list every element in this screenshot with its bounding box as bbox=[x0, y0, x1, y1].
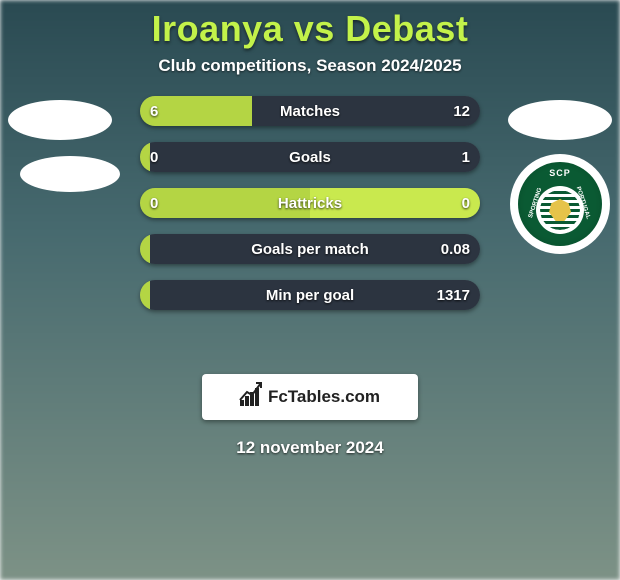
page-subtitle: Club competitions, Season 2024/2025 bbox=[0, 56, 620, 76]
brand-box[interactable]: FcTables.com bbox=[202, 374, 418, 420]
left-player-badge-2 bbox=[20, 156, 120, 192]
scp-crest: SCP SPORTING PORTUGAL bbox=[518, 162, 602, 246]
left-player-badge-1 bbox=[8, 100, 112, 140]
brand-link[interactable]: FcTables.com bbox=[240, 387, 380, 407]
stat-value-left: 0 bbox=[140, 188, 168, 218]
stat-row: Hattricks0 0 bbox=[140, 188, 480, 218]
stat-value-left bbox=[140, 280, 160, 310]
right-club-logo: SCP SPORTING PORTUGAL bbox=[510, 154, 610, 254]
stats-stage: SCP SPORTING PORTUGAL Matches612Goals01H… bbox=[0, 96, 620, 356]
comparison-card: Iroanya vs Debast Club competitions, Sea… bbox=[0, 0, 620, 580]
stat-value-left: 6 bbox=[140, 96, 168, 126]
stat-bars: Matches612Goals01Hattricks00Goals per ma… bbox=[140, 96, 480, 326]
bar-chart-icon bbox=[240, 388, 262, 406]
stat-value-left: 0 bbox=[140, 142, 168, 172]
stat-label: Goals bbox=[140, 142, 480, 172]
stat-value-left bbox=[140, 234, 160, 264]
stat-value-right: 0.08 bbox=[431, 234, 480, 264]
stat-value-right: 12 bbox=[443, 96, 480, 126]
stat-row: Matches6 12 bbox=[140, 96, 480, 126]
stat-value-right: 1317 bbox=[427, 280, 480, 310]
scp-lion-icon bbox=[549, 199, 571, 221]
trend-line-icon bbox=[239, 380, 263, 404]
stat-row: Goals per match0.08 bbox=[140, 234, 480, 264]
stat-value-right: 1 bbox=[452, 142, 480, 172]
stat-label: Hattricks bbox=[140, 188, 480, 218]
stat-label: Matches bbox=[140, 96, 480, 126]
stat-value-right: 0 bbox=[452, 188, 480, 218]
page-title: Iroanya vs Debast bbox=[0, 8, 620, 50]
scp-text-top: SCP bbox=[518, 168, 602, 178]
date-label: 12 november 2024 bbox=[0, 438, 620, 458]
stat-label: Goals per match bbox=[140, 234, 480, 264]
right-player-badge-1 bbox=[508, 100, 612, 140]
stat-row: Goals0 1 bbox=[140, 142, 480, 172]
scp-inner bbox=[536, 186, 584, 234]
brand-label: FcTables.com bbox=[268, 387, 380, 407]
stat-row: Min per goal1317 bbox=[140, 280, 480, 310]
scp-stripes bbox=[540, 190, 580, 230]
